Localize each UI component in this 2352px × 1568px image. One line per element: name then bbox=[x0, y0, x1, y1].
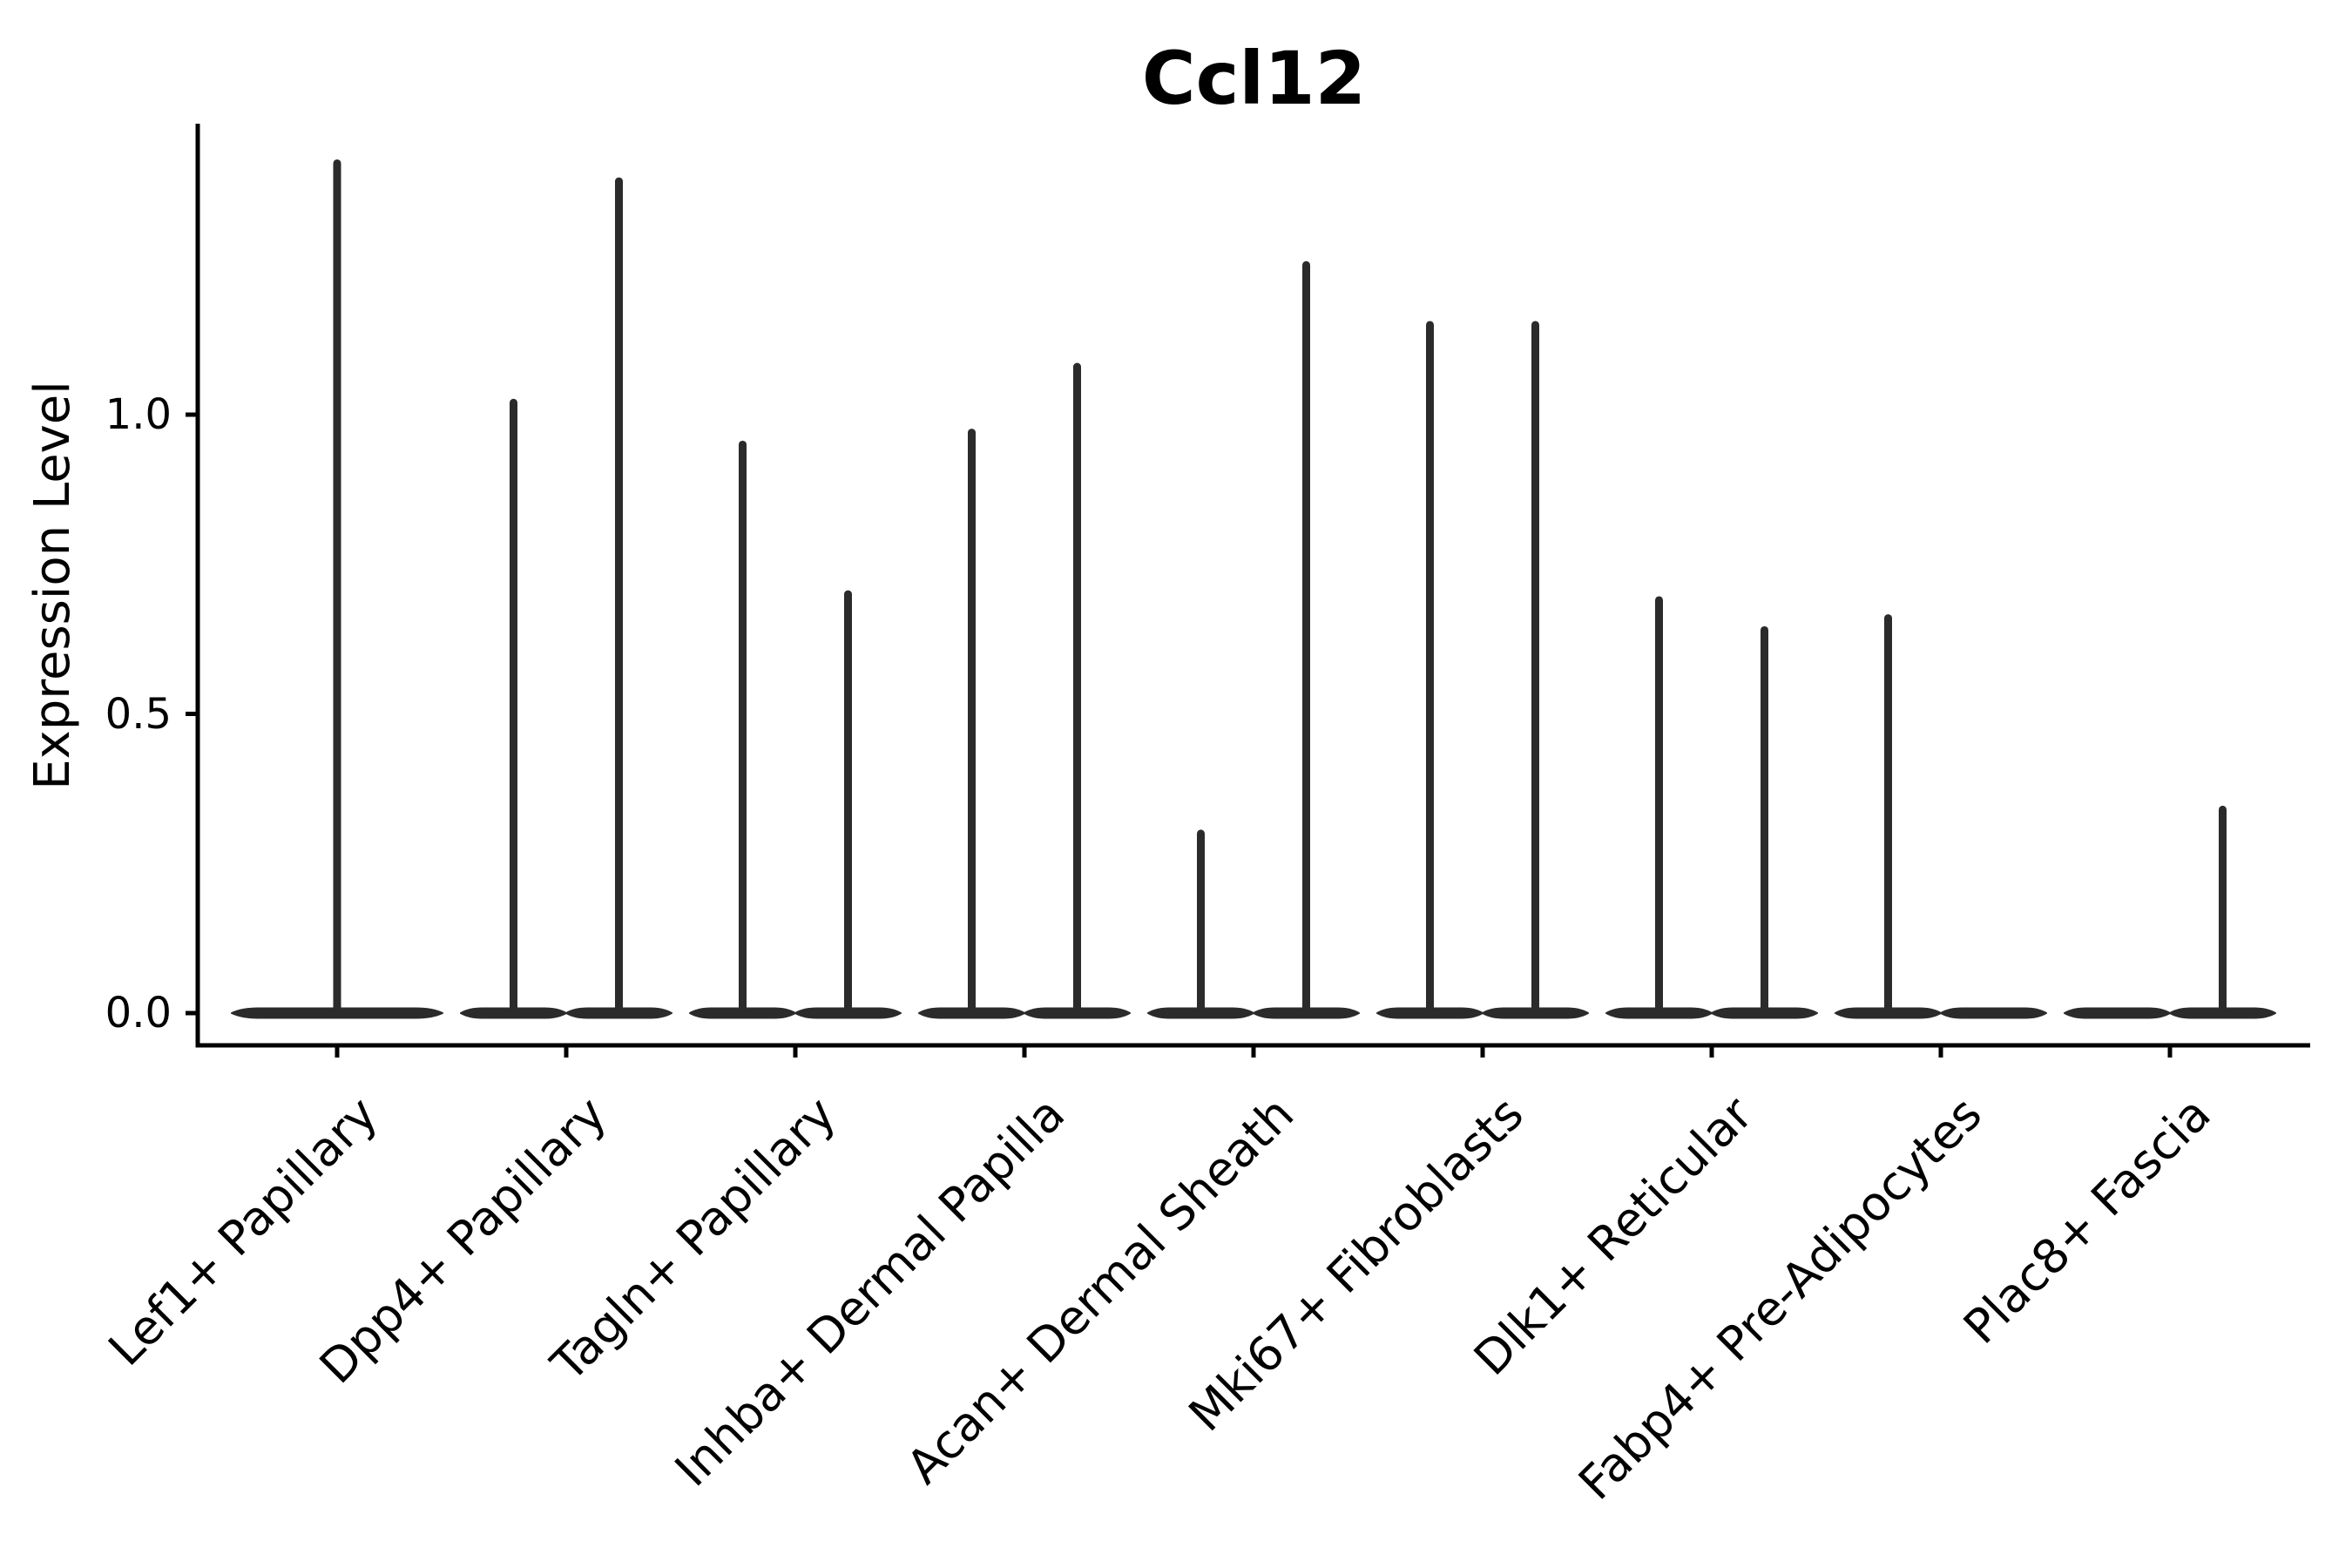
y-tick-label: 0.5 bbox=[105, 689, 172, 739]
violin-base bbox=[2064, 1007, 2171, 1019]
y-tick-label: 0.0 bbox=[105, 989, 172, 1037]
violin-base bbox=[1940, 1007, 2047, 1019]
y-tick-label: 1.0 bbox=[105, 390, 172, 439]
chart-title: Ccl12 bbox=[1141, 36, 1367, 121]
